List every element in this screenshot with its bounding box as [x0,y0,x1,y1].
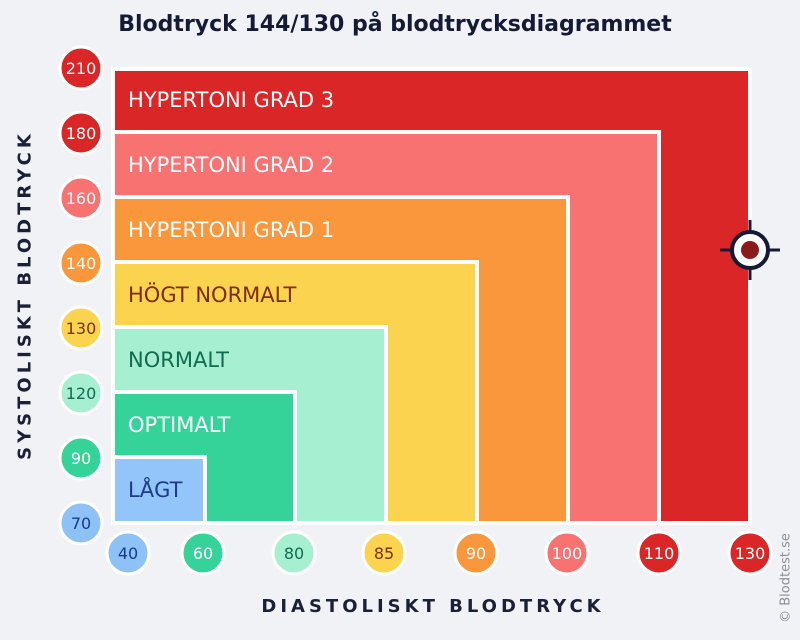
band-label: LÅGT [128,476,183,502]
x-tick-label: 100 [552,544,583,563]
band-label: HÖGT NORMALT [128,282,296,307]
band-label: HYPERTONI GRAD 1 [128,218,334,242]
x-tick-circle [105,530,151,576]
x-tick-label: 85 [374,544,394,563]
band-label: NORMALT [128,348,229,372]
x-tick-circle [271,530,317,576]
x-tick-circle [453,530,499,576]
band-label: OPTIMALT [128,413,231,437]
band-l-gt [111,455,207,525]
y-tick-circle [58,175,104,221]
y-tick-circle [58,45,104,91]
y-tick-label: 160 [66,189,97,208]
x-axis-label: DIASTOLISKT BLODTRYCK [261,596,605,617]
x-tick-label: 60 [193,544,213,563]
x-tick-circle [636,530,682,576]
x-tick-circle [361,530,407,576]
chart-title: Blodtryck 144/130 på blodtrycksdiagramme… [118,12,672,37]
y-tick-label: 70 [71,514,91,533]
band-label: HYPERTONI GRAD 3 [128,88,334,112]
x-tick-label: 40 [118,544,138,563]
y-tick-circle [58,500,104,546]
y-tick-label: 120 [66,384,97,403]
y-tick-circle [58,305,104,351]
x-tick-circle [544,530,590,576]
x-tick-circle [727,530,773,576]
band-label: HYPERTONI GRAD 2 [128,153,334,177]
y-tick-label: 210 [66,59,97,78]
y-tick-circle [58,110,104,156]
y-tick-label: 90 [71,449,91,468]
y-tick-circle [58,370,104,416]
x-tick-label: 90 [466,544,486,563]
y-tick-label: 180 [66,124,97,143]
y-tick-label: 140 [66,254,97,273]
x-tick-label: 130 [735,544,766,563]
y-tick-circle [58,240,104,286]
x-tick-circle [180,530,226,576]
x-tick-label: 110 [644,544,675,563]
marker-dot [741,241,759,259]
x-tick-label: 80 [284,544,304,563]
y-tick-circle [58,435,104,481]
y-tick-label: 130 [66,319,97,338]
target-marker [720,220,780,280]
